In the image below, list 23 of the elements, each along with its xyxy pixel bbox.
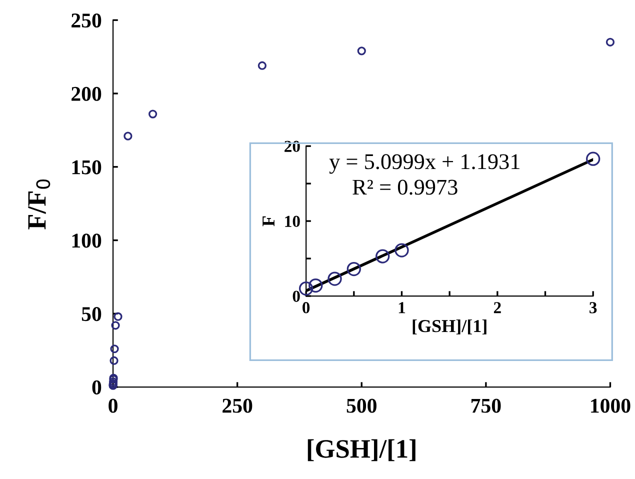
annotation: R² = 0.9973 [352, 180, 458, 195]
x-axis-title: [GSH]/[1] [412, 319, 486, 334]
x-axis-title: [GSH]/[1] [308, 439, 416, 462]
y-axis-title: F/F$_{0}$ [28, 179, 50, 230]
y-tick-label: 100 [72, 234, 102, 248]
y-tick-label: 0 [292, 290, 300, 302]
x-tick-label: 750 [472, 398, 501, 413]
y-tick-label: 0 [92, 380, 102, 394]
x-tick-label: 250 [222, 398, 252, 413]
y-tick-label: 150 [72, 160, 102, 174]
y-tick-label: 250 [72, 13, 102, 28]
x-tick-label: 1000 [591, 398, 630, 413]
x-tick-label: 0 [108, 398, 118, 413]
y-tick-label: 200 [72, 86, 102, 101]
y-axis-title: F [262, 216, 274, 226]
x-tick-label: 3 [590, 302, 597, 314]
x-tick-label: 500 [346, 398, 376, 413]
x-tick-label: 2 [494, 302, 501, 314]
y-tick-label: 10 [285, 216, 300, 228]
annotation: y = 5.0999x + 1.1931 [329, 154, 520, 174]
y-tick-label: 50 [82, 307, 102, 322]
x-tick-label: 0 [302, 302, 310, 314]
x-tick-label: 1 [398, 302, 406, 314]
